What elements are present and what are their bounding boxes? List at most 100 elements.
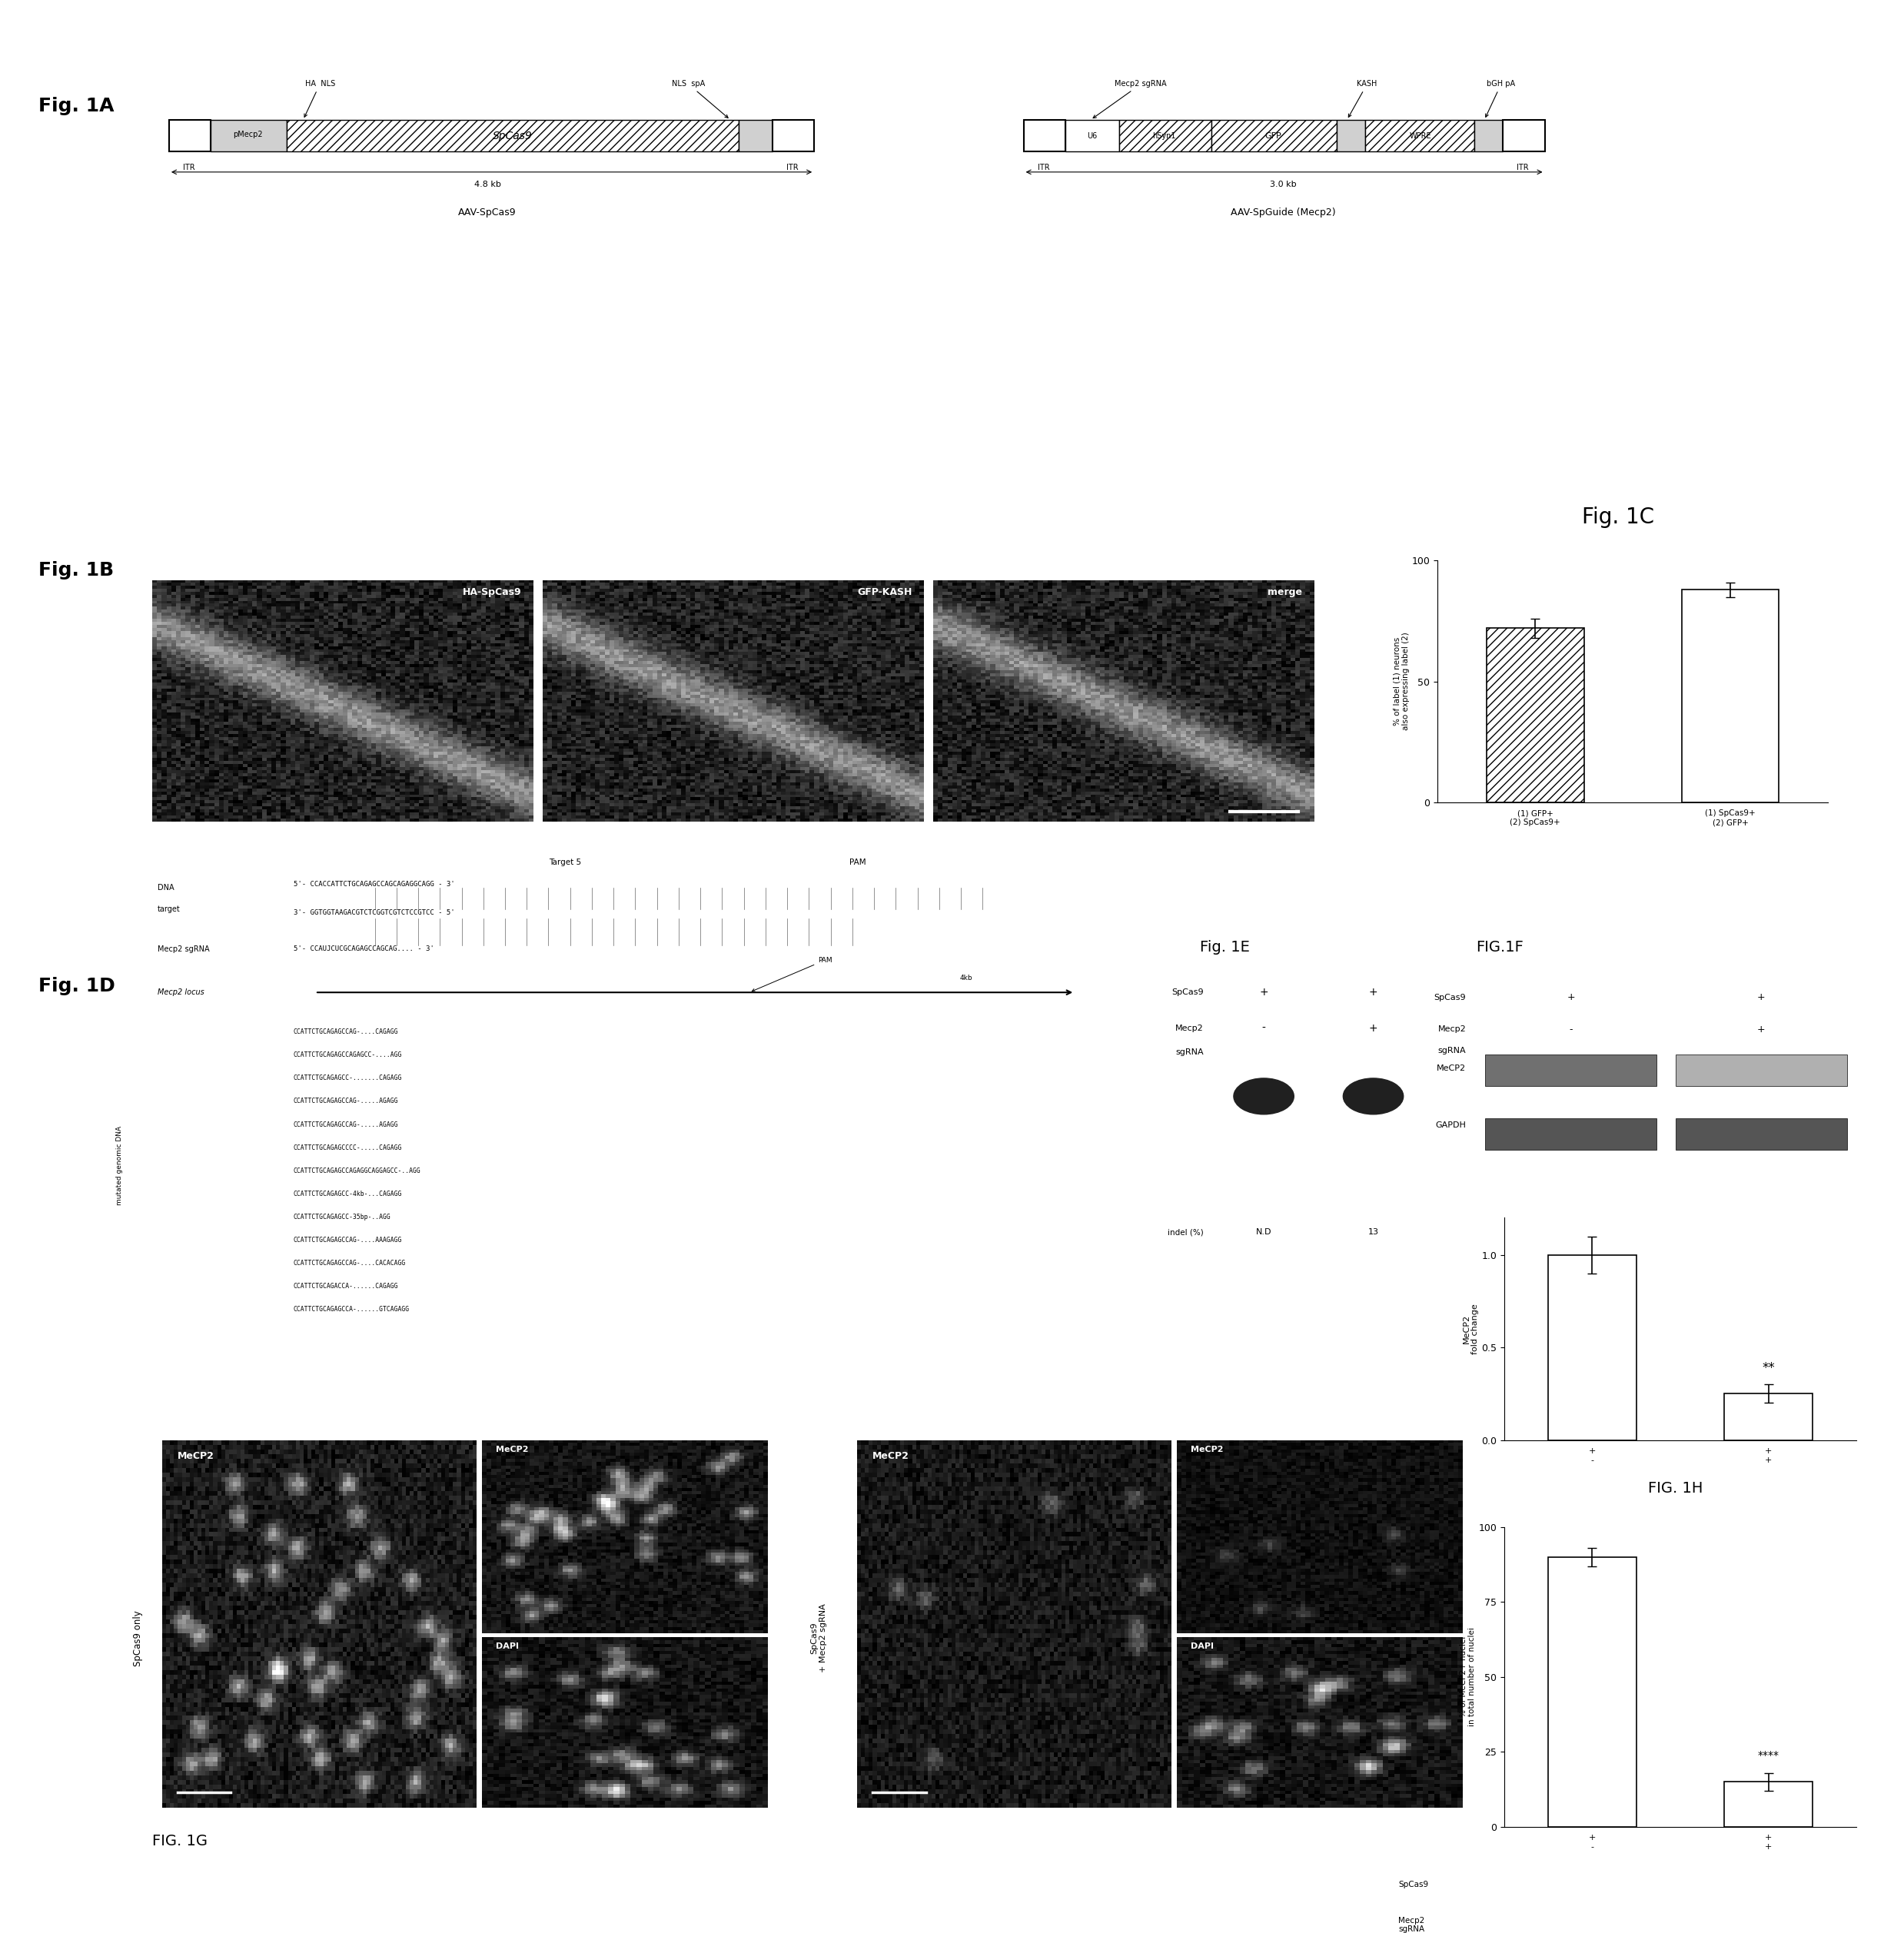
Text: ITR: ITR (1517, 162, 1529, 170)
Bar (286, 120, 739, 153)
Text: hSyn1: hSyn1 (1152, 131, 1177, 139)
Text: GFP: GFP (1264, 131, 1281, 139)
Text: Mecp2 locus: Mecp2 locus (158, 988, 204, 995)
Bar (1337, 120, 1365, 153)
Text: MeCP2: MeCP2 (872, 1452, 910, 1461)
Text: HA-SpCas9: HA-SpCas9 (463, 588, 522, 597)
Text: -: - (1569, 1024, 1573, 1034)
Text: MeCP2: MeCP2 (1192, 1446, 1224, 1454)
Bar (211, 120, 286, 153)
Bar (1120, 120, 1211, 153)
Bar (169, 120, 211, 153)
Text: CCATTCTGCAGAGCCAG-.....AGAGG: CCATTCTGCAGAGCCAG-.....AGAGG (293, 1098, 398, 1106)
Text: **: ** (1761, 1361, 1775, 1374)
Text: Mecp2
sgRNA: Mecp2 sgRNA (1398, 1525, 1424, 1541)
Text: sgRNA: sgRNA (1438, 1048, 1466, 1053)
Text: ITR: ITR (786, 162, 798, 170)
Bar (1066, 120, 1120, 153)
Text: SpCas9: SpCas9 (493, 131, 533, 141)
Text: mutated genomic DNA: mutated genomic DNA (116, 1125, 124, 1206)
Text: Mecp2 sgRNA: Mecp2 sgRNA (1093, 81, 1167, 118)
Text: CCATTCTGCAGAGCCAGAGCC-....AGG: CCATTCTGCAGAGCCAGAGCC-....AGG (293, 1052, 402, 1059)
Text: PAM: PAM (849, 858, 866, 866)
Text: CCATTCTGCAGAGCCAG-....AAAGAGG: CCATTCTGCAGAGCCAG-....AAAGAGG (293, 1237, 402, 1243)
Text: GFP-KASH: GFP-KASH (857, 588, 912, 597)
Text: SpCas9: SpCas9 (1171, 988, 1203, 995)
Text: DNA: DNA (158, 883, 175, 891)
Bar (1676, 1117, 1847, 1150)
Text: +: + (1259, 988, 1268, 997)
Text: +: + (1567, 992, 1575, 1003)
Text: CCATTCTGCAGAGCCAG-....CACACAGG: CCATTCTGCAGAGCCAG-....CACACAGG (293, 1260, 406, 1266)
Text: target: target (158, 905, 181, 912)
Text: ITR: ITR (1038, 162, 1049, 170)
Text: GAPDH: GAPDH (1436, 1121, 1466, 1129)
Text: 3.0 kb: 3.0 kb (1270, 182, 1297, 188)
Ellipse shape (1342, 1079, 1403, 1113)
Text: +: + (1369, 1023, 1378, 1034)
Text: Fig. 1E: Fig. 1E (1200, 939, 1249, 955)
Text: ITR: ITR (183, 162, 196, 170)
Text: merge: merge (1268, 588, 1302, 597)
Bar (773, 120, 815, 153)
Text: Fig. 1D: Fig. 1D (38, 976, 114, 995)
Text: 4kb: 4kb (960, 974, 973, 982)
Text: +: + (1757, 992, 1765, 1003)
Text: DAPI: DAPI (1192, 1643, 1215, 1651)
Bar (1487, 628, 1584, 802)
Text: CCATTCTGCAGAGCCAG-.....AGAGG: CCATTCTGCAGAGCCAG-.....AGAGG (293, 1121, 398, 1129)
Text: WPRE: WPRE (1409, 131, 1432, 139)
Text: FIG.1F: FIG.1F (1476, 939, 1523, 955)
Text: Fig. 1C: Fig. 1C (1582, 506, 1655, 528)
Text: Fig. 1A: Fig. 1A (38, 97, 114, 116)
Bar (1502, 120, 1544, 153)
Text: SpCas9 only: SpCas9 only (133, 1610, 143, 1666)
Text: Target 5: Target 5 (548, 858, 581, 866)
Text: Mecp2 sgRNA: Mecp2 sgRNA (158, 945, 209, 953)
Text: 5'- CCACCATTCTGCAGAGCCAGCAGAGGCAGG - 3': 5'- CCACCATTCTGCAGAGCCAGCAGAGGCAGG - 3' (293, 881, 455, 887)
Bar (1676, 1053, 1847, 1086)
Bar (1211, 120, 1337, 153)
Bar (739, 120, 773, 153)
Text: +: + (1757, 1024, 1765, 1034)
Text: PAM: PAM (752, 957, 832, 992)
Text: sgRNA: sgRNA (1175, 1048, 1203, 1055)
Text: NLS  spA: NLS spA (672, 81, 727, 118)
Text: pMecp2: pMecp2 (232, 131, 263, 137)
Y-axis label: % of label (1) neurons
also expressing label (2): % of label (1) neurons also expressing l… (1394, 632, 1409, 731)
Text: FIG. 1G: FIG. 1G (152, 1834, 208, 1848)
Text: SpCas9: SpCas9 (1434, 994, 1466, 1001)
Text: KASH: KASH (1348, 81, 1377, 118)
Text: Mecp2: Mecp2 (1438, 1026, 1466, 1032)
Text: Fig. 1B: Fig. 1B (38, 561, 114, 580)
Text: bGH pA: bGH pA (1485, 81, 1516, 118)
Text: AAV-SpGuide (Mecp2): AAV-SpGuide (Mecp2) (1230, 207, 1337, 218)
Text: AAV-SpCas9: AAV-SpCas9 (459, 207, 516, 218)
Bar (1485, 1117, 1656, 1150)
Text: DAPI: DAPI (495, 1643, 520, 1651)
Bar (1485, 1053, 1656, 1086)
Text: SpCas9: SpCas9 (1398, 1881, 1428, 1889)
Bar (1725, 1782, 1813, 1827)
Bar (1725, 1394, 1813, 1440)
Text: indel (%): indel (%) (1167, 1229, 1203, 1237)
Text: N.D: N.D (1257, 1229, 1272, 1237)
Text: -: - (1262, 1023, 1266, 1034)
Text: CCATTCTGCAGAGCCCC-.....CAGAGG: CCATTCTGCAGAGCCCC-.....CAGAGG (293, 1144, 402, 1150)
Text: CCATTCTGCAGAGCC-35bp-..AGG: CCATTCTGCAGAGCC-35bp-..AGG (293, 1214, 390, 1220)
Text: ****: **** (1757, 1749, 1778, 1761)
Text: SpCas9: SpCas9 (1398, 1488, 1428, 1496)
Text: CCATTCTGCAGAGCCAG-....CAGAGG: CCATTCTGCAGAGCCAG-....CAGAGG (293, 1028, 398, 1036)
Text: CCATTCTGCAGAGCC-4kb-...CAGAGG: CCATTCTGCAGAGCC-4kb-...CAGAGG (293, 1191, 402, 1197)
Text: CCATTCTGCAGACCA-......CAGAGG: CCATTCTGCAGACCA-......CAGAGG (293, 1284, 398, 1289)
Text: 13: 13 (1367, 1229, 1378, 1237)
Text: MeCP2: MeCP2 (177, 1452, 215, 1461)
Y-axis label: MeCP2
fold change: MeCP2 fold change (1462, 1303, 1479, 1355)
Text: CCATTCTGCAGAGCCAGAGGCAGGAGCC-..AGG: CCATTCTGCAGAGCCAGAGGCAGGAGCC-..AGG (293, 1168, 421, 1173)
Text: CCATTCTGCAGAGCC-.......CAGAGG: CCATTCTGCAGAGCC-.......CAGAGG (293, 1075, 402, 1082)
Text: 5'- CCAUJCUCGCAGAGCCAGCAG.... - 3': 5'- CCAUJCUCGCAGAGCCAGCAG.... - 3' (293, 945, 434, 953)
Text: Mecp2
sgRNA: Mecp2 sgRNA (1398, 1918, 1424, 1933)
Y-axis label: % of MeCP2+ nuclei
in total number of nuclei: % of MeCP2+ nuclei in total number of nu… (1460, 1628, 1476, 1726)
Text: CCATTCTGCAGAGCCA-......GTCAGAGG: CCATTCTGCAGAGCCA-......GTCAGAGG (293, 1307, 409, 1313)
Text: 4.8 kb: 4.8 kb (474, 182, 501, 188)
